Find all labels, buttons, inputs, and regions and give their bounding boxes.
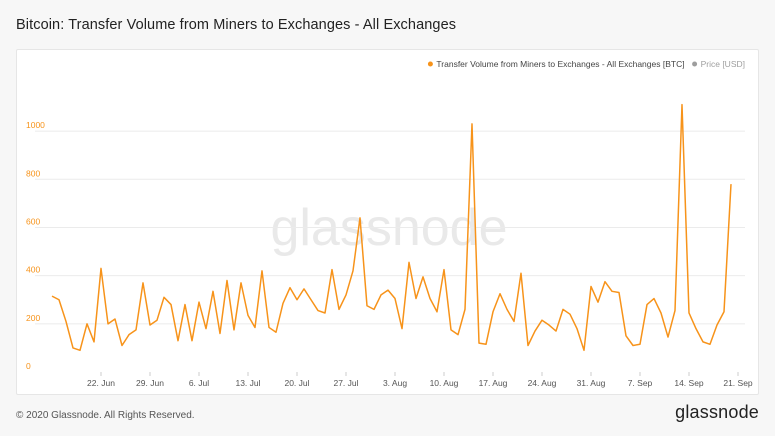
grid-lines xyxy=(35,130,745,325)
watermark: glassnode xyxy=(270,199,507,257)
legend-marker-series xyxy=(427,61,433,67)
x-tick-label: 14. Sep xyxy=(674,378,704,388)
x-tick-label: 22. Jun xyxy=(87,378,115,388)
x-tick-label: 27. Jul xyxy=(333,378,358,388)
series-line[interactable] xyxy=(51,103,732,352)
x-axis: 22. Jun 29. Jun 6. Jul 13. Jul 20. Jul 27. Ju… xyxy=(87,372,753,388)
x-tick-label: 17. Aug xyxy=(479,378,508,388)
x-tick-label: 24. Aug xyxy=(528,378,557,388)
x-tick-label: 13. Jul xyxy=(235,378,260,388)
x-tick-label: 3. Aug xyxy=(383,378,407,388)
x-tick-label: 10. Aug xyxy=(430,378,459,388)
y-tick-label: 400 xyxy=(26,265,40,275)
legend-item-series[interactable]: Transfer Volume from Miners to Exchanges… xyxy=(436,59,684,69)
x-tick-label: 21. Sep xyxy=(723,378,753,388)
x-tick-label: 29. Jun xyxy=(136,378,164,388)
x-tick-label: 20. Jul xyxy=(284,378,309,388)
legend-item-price[interactable]: Price [USD] xyxy=(701,59,745,69)
x-tick-label: 6. Jul xyxy=(189,378,209,388)
y-tick-label: 800 xyxy=(26,168,40,178)
y-tick-label: 600 xyxy=(26,216,40,226)
y-tick-label: 200 xyxy=(26,313,40,323)
legend[interactable]: Transfer Volume from Miners to Exchanges… xyxy=(427,59,745,69)
y-tick-label: 0 xyxy=(26,361,31,371)
y-axis: 0 200 400 600 800 1000 xyxy=(26,120,45,371)
x-tick-label: 31. Aug xyxy=(577,378,606,388)
legend-marker-price xyxy=(692,61,698,67)
footer-copyright: © 2020 Glassnode. All Rights Reserved. xyxy=(16,410,195,421)
page-title: Bitcoin: Transfer Volume from Miners to … xyxy=(16,17,457,33)
x-tick-label: 7. Sep xyxy=(628,378,653,388)
footer-logo[interactable]: glassnode xyxy=(675,402,759,422)
chart-card: glassnode 0 200 400 600 800 1000 22. Jun 29. J… xyxy=(16,49,759,395)
y-tick-label: 1000 xyxy=(26,120,45,130)
chart-svg: glassnode 0 200 400 600 800 1000 22. Jun 29. J… xyxy=(26,59,753,388)
